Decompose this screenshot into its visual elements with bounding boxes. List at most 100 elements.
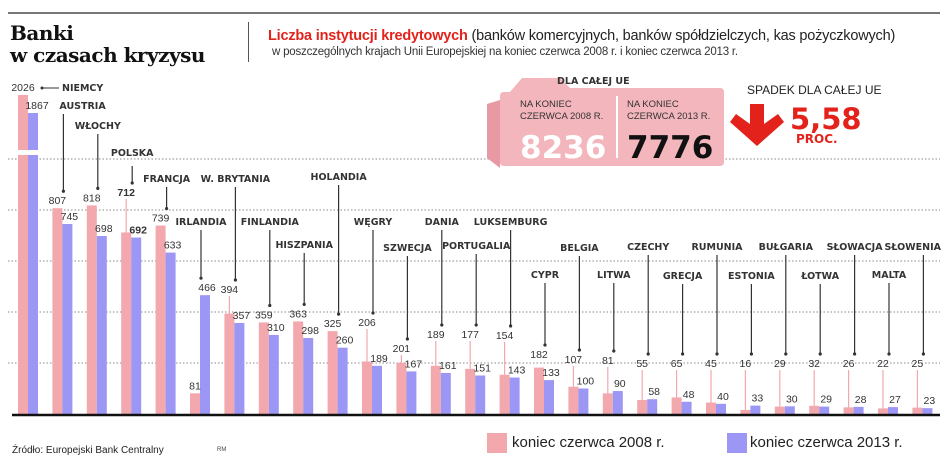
value-label-2008: 16 [740,358,752,370]
drop-unit: PROC. [796,132,838,146]
legend-label-2008: koniec czerwca 2008 r. [512,434,665,451]
country-label: PORTUGALIA [442,241,511,252]
leader-dot [577,348,582,352]
country-label: SŁOWENIA [885,242,942,253]
source-note: Źródło: Europejski Bank Centralny [12,445,164,456]
bar-2013 [440,372,451,414]
value-label-2008: 394 [221,284,239,296]
value-label-2008: 25 [912,358,924,370]
value-label-2008: 22 [877,358,889,370]
leader-dot [921,352,926,356]
value-label-2013: 90 [614,378,626,390]
value-label-2013: 28 [855,394,867,406]
bar-2013 [681,401,692,414]
value-label-2008: 45 [705,358,717,370]
bar-2008 [396,362,407,414]
value-label-2013: 48 [683,389,695,401]
country-label: LUKSEMBURG [474,217,548,228]
page-title: Banki w czasach kryzysu [10,22,205,66]
value-label-2013: 1867 [25,100,49,112]
country-label: SZWECJA [383,243,432,254]
callout-right-label-2: CZERWCA 2013 R. [627,111,710,122]
value-label-2013: 189 [370,353,388,365]
value-label-2013: 298 [301,325,319,337]
country-label: RUMUNIA [691,242,743,253]
value-label-2013: 30 [786,393,798,405]
value-label-2013: 745 [61,211,79,223]
bar-2013 [612,391,623,414]
leader-dot [646,352,650,356]
bar-2008 [121,232,132,414]
country-label: DANIA [425,217,460,228]
country-label: AUSTRIA [59,101,106,112]
value-label-2008: 2026 [11,82,35,94]
value-label-2008: 55 [636,358,648,370]
country-label: BELGIA [560,243,599,254]
country-label: ESTONIA [728,271,775,282]
value-label-2008: 177 [461,329,479,341]
value-label-2013: 133 [542,367,560,379]
bar-2013 [234,322,245,414]
bar-2013 [922,408,933,414]
value-label-2008: 81 [189,380,201,392]
leader-dot [199,276,203,280]
bar-2013 [131,237,142,414]
bar-2008 [706,402,716,414]
leader-dot [715,352,719,356]
leader-dot [96,186,100,191]
value-label-2008: 65 [671,358,683,370]
leader-dot [130,181,134,185]
bar-2008 [224,313,235,414]
country-label: POLSKA [111,148,154,159]
value-label-2013: 161 [439,360,457,372]
bar-2013 [303,338,314,414]
legend-label-2013: koniec czerwca 2013 r. [750,434,903,451]
leader-dot [440,323,444,327]
value-label-2013: 698 [95,223,113,235]
country-label: W. BRYTANIA [201,174,271,185]
value-label-2013: 29 [820,394,832,406]
bar-2008 [258,322,269,414]
country-label: BUŁGARIA [759,242,814,253]
bar-2013 [853,406,864,414]
leader-dot [337,312,341,316]
leader-dot [749,352,754,356]
bar-2008 [809,405,820,414]
callout-right-value: 7776 [627,130,713,166]
bar-2013 [96,236,107,414]
bar-2008 [568,386,579,414]
value-label-2008: 154 [496,330,514,342]
drop-value: 5,58 [790,102,862,136]
country-label: GRECJA [663,271,703,282]
country-label: SŁOWACJA [827,242,884,253]
value-label-2008: 325 [324,318,342,330]
subtitle-line-2: w poszczególnych krajach Unii Europejski… [272,46,738,58]
value-label-2013: 58 [648,386,660,398]
bar-2008 [190,393,200,414]
value-label-2013: 357 [233,310,251,322]
value-label-2013: 310 [267,322,285,334]
leader-dot [818,352,822,356]
leader-dot [784,352,788,356]
callout-left-label-2: CZERWCA 2008 R. [520,111,603,122]
legend-swatch-2013 [727,433,747,453]
value-label-2008: 32 [808,358,820,370]
country-label: CZECHY [627,242,669,253]
value-label-2008: 206 [358,317,376,329]
value-label-2008: 26 [843,358,855,370]
value-label-2013: 466 [198,282,216,294]
bar-2008 [740,409,751,414]
bar-2013 [716,403,726,414]
value-label-2008: 739 [152,213,170,225]
bar-2013 [509,377,520,414]
leader-dot [40,86,44,90]
bar-2008 [602,393,613,414]
bar-2008 [362,361,372,414]
country-label: NIEMCY [62,83,103,94]
bar-2008 [878,408,888,414]
callout-left-value: 8236 [520,130,606,166]
bar-2008 [86,205,97,414]
value-label-2008: 818 [83,192,101,204]
